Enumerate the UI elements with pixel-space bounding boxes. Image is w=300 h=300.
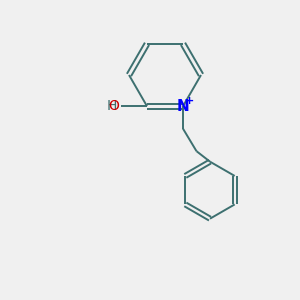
Text: O: O [108, 99, 119, 113]
Text: H: H [106, 99, 117, 113]
Text: N: N [177, 99, 189, 114]
Text: +: + [185, 96, 194, 106]
